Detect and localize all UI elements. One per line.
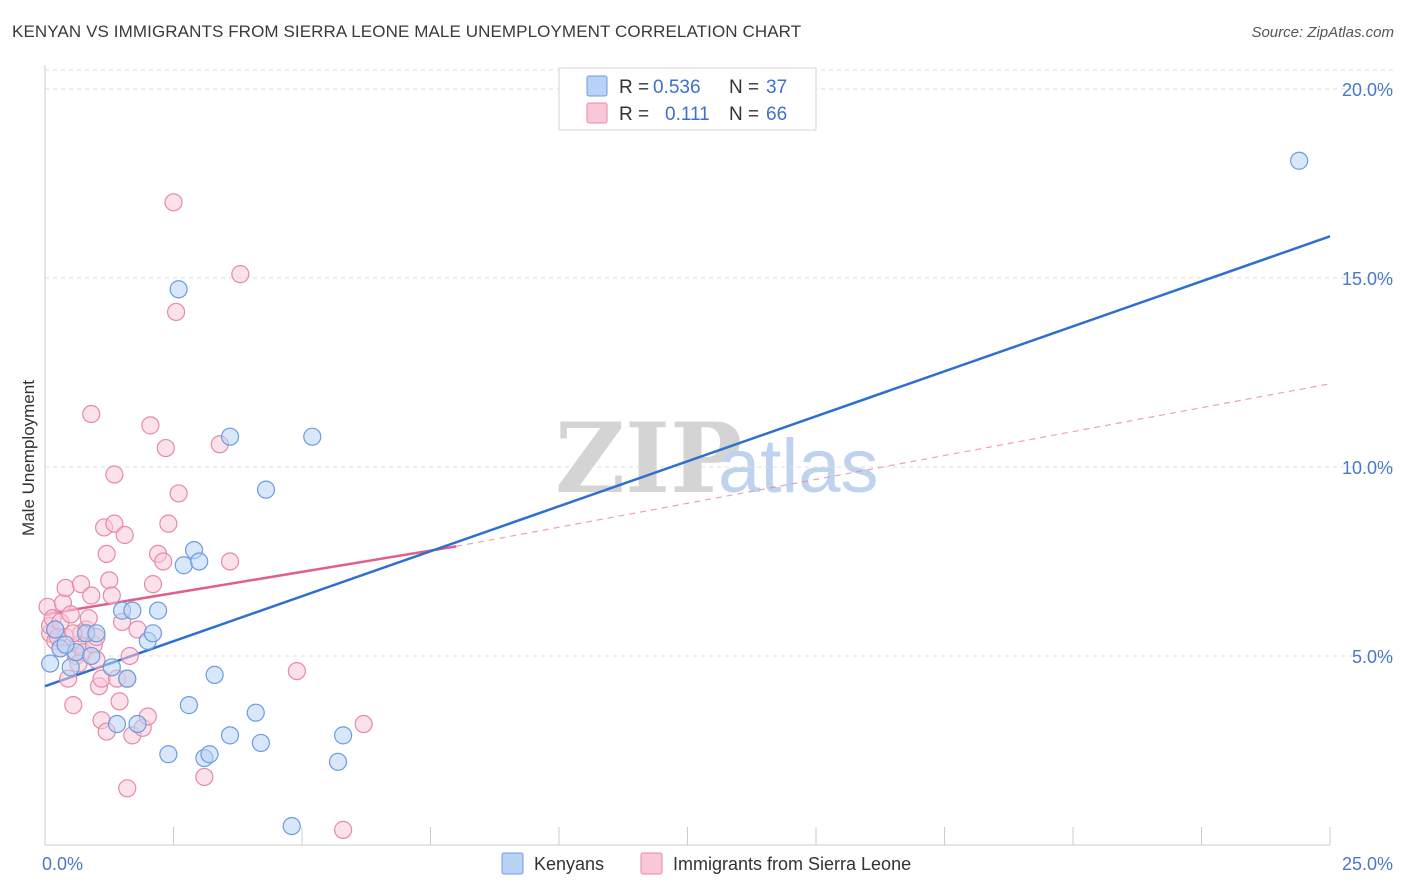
kenyan-point-9 [118,669,137,688]
legend-r-label-2: R = [619,104,649,125]
y-tick-label-0: 5.0% [1352,647,1393,667]
sierra-leone-point-54 [195,767,214,787]
y-tick-label-2: 15.0% [1342,269,1393,289]
data-points [38,151,1309,839]
sierra-leone-point-34 [105,514,124,533]
sierra-leone-point-13 [64,696,83,715]
source-credit: Source: ZipAtlas.com [1251,24,1394,41]
sierra-leone-point-56 [220,552,240,571]
axes [44,65,1331,846]
bottom-legend-label-sierra-leone: Immigrants from Sierra Leone [673,854,911,874]
sierra-leone-point-22 [82,586,101,605]
x-tick-labels: 0.0% 25.0% [42,854,1393,874]
kenyan-point-24 [200,745,219,764]
sierra-leone-point-59 [334,820,353,839]
kenyan-point-6 [82,646,101,666]
kenyan-point-0 [41,654,60,673]
bottom-legend: Kenyans Immigrants from Sierra Leone [501,852,911,875]
sierra-leone-point-17 [71,575,91,594]
sierra-leone-point-47 [143,575,163,594]
kenyan-point-13 [128,714,147,734]
sierra-leone-point-49 [156,438,175,458]
top-legend: R = 0.536 N = 37 R = 0.111 N = 66 [558,67,817,131]
kenyan-point-8 [102,658,121,677]
kenyan-point-3 [61,658,80,677]
kenyan-point-12 [123,601,142,620]
kenyan-point-20 [179,696,199,715]
kenyan-point-7 [87,624,106,643]
kenyan-point-32 [303,427,322,446]
bottom-legend-swatch-sierra-leone [640,852,663,875]
sierra-leone-point-40 [118,779,137,798]
x-tick-label-0: 0.0% [42,854,83,874]
kenyan-point-29 [251,733,270,753]
y-tick-labels: 5.0% 10.0% 15.0% 20.0% [1342,80,1393,667]
kenyan-point-22 [190,552,209,571]
sierra-leone-point-58 [287,661,306,681]
kenyan-point-31 [282,816,301,836]
y-tick-label-1: 10.0% [1342,458,1393,478]
bottom-legend-label-kenyans: Kenyans [534,854,604,874]
legend-n-value-1: 37 [766,77,787,98]
legend-n-value-2: 66 [766,104,787,125]
sierra-leone-point-12 [61,605,80,624]
kenyan-point-17 [159,745,178,764]
legend-r-label-1: R = [619,77,649,98]
sierra-leone-point-20 [79,609,98,628]
kenyan-point-25 [205,665,224,684]
bottom-legend-swatch-kenyans [501,852,524,875]
sierra-leone-point-21 [82,404,101,424]
x-tick-label-1: 25.0% [1342,854,1393,874]
kenyan-point-15 [143,624,163,643]
sierra-leone-point-62 [105,465,124,484]
kenyan-point-10 [107,714,127,734]
kenyan-point-27 [220,427,240,446]
grid-lines [45,69,1395,657]
legend-swatch-sierra-leone [586,102,608,124]
legend-swatch-kenyans [586,75,608,97]
kenyan-point-1 [46,620,65,639]
kenyan-point-30 [256,480,276,499]
kenyan-point-35 [1290,151,1309,170]
y-axis-label: Male Unemployment [19,380,38,536]
sierra-leone-point-61 [154,552,173,571]
y-tick-label-3: 20.0% [1342,80,1393,100]
kenyan-point-34 [334,726,353,745]
sierra-leone-point-52 [166,302,186,322]
kenyan-point-33 [328,752,348,771]
legend-r-value-1: 0.536 [653,77,701,98]
sierra-leone-point-53 [169,484,188,503]
legend-r-value-2: 0.111 [665,104,710,125]
sierra-leone-point-9 [56,578,75,598]
trend-lines [44,235,1331,688]
chart-title: KENYAN VS IMMIGRANTS FROM SIERRA LEONE M… [12,22,802,41]
sierra-leone-point-46 [141,416,160,435]
sierra-leone-point-36 [110,692,129,711]
sierra-leone-point-57 [231,265,250,284]
sierra-leone-point-33 [102,586,121,605]
sierra-leone-point-32 [100,571,119,590]
kenyan-trend-line [44,235,1331,688]
legend-n-label-2: N = [729,104,759,125]
legend-n-label-1: N = [729,77,759,98]
sierra-leone-point-38 [115,525,134,545]
kenyan-point-28 [246,703,265,722]
sierra-leone-point-60 [354,714,373,734]
sierra-leone-point-41 [120,646,139,666]
kenyan-point-19 [174,556,193,575]
sierra-leone-point-51 [164,193,183,212]
kenyan-point-26 [220,726,240,745]
kenyan-point-18 [169,280,188,299]
sierra-leone-point-31 [97,544,116,564]
sierra-leone-trend-extension [456,383,1331,547]
kenyan-point-36 [56,635,75,654]
sierra-leone-point-50 [159,514,178,533]
kenyan-point-16 [148,601,168,620]
